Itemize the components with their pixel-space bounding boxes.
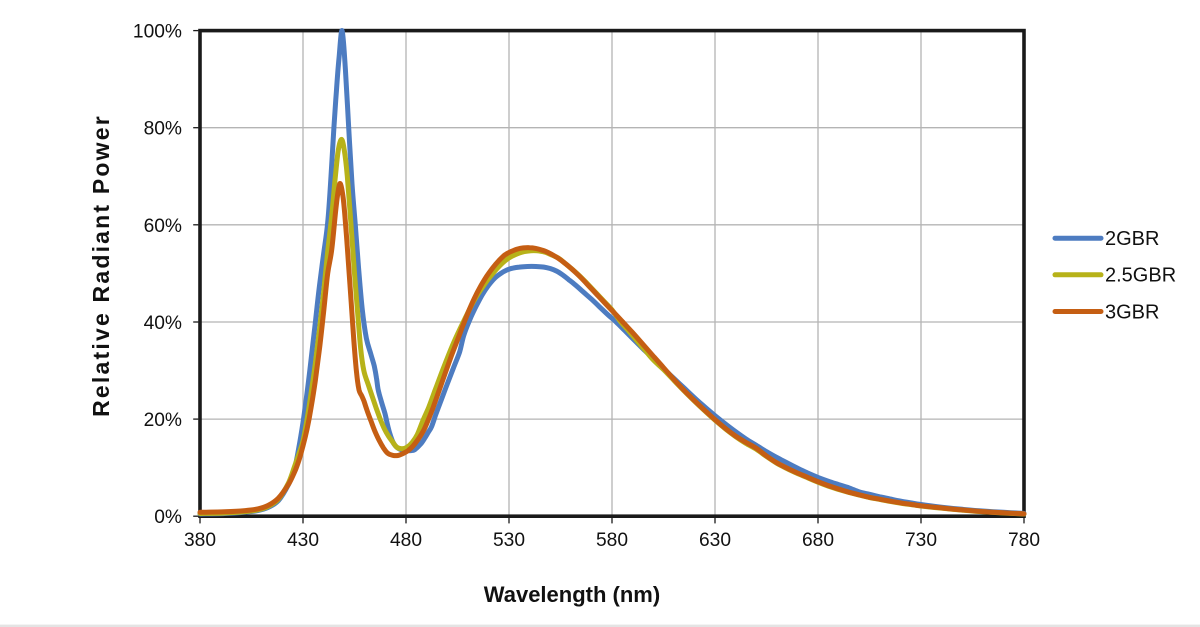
svg-text:630: 630 bbox=[699, 530, 731, 551]
svg-text:60%: 60% bbox=[144, 216, 182, 237]
svg-text:0%: 0% bbox=[154, 507, 182, 528]
svg-text:40%: 40% bbox=[144, 313, 182, 334]
svg-text:100%: 100% bbox=[133, 22, 182, 43]
svg-text:480: 480 bbox=[390, 530, 422, 551]
svg-text:3GBR: 3GBR bbox=[1105, 302, 1159, 324]
svg-text:730: 730 bbox=[905, 530, 937, 551]
svg-text:580: 580 bbox=[596, 530, 628, 551]
svg-text:Relative Radiant Power: Relative Radiant Power bbox=[88, 114, 114, 417]
svg-text:Wavelength (nm): Wavelength (nm) bbox=[484, 582, 660, 607]
svg-text:530: 530 bbox=[493, 530, 525, 551]
svg-text:2GBR: 2GBR bbox=[1105, 228, 1159, 250]
svg-text:380: 380 bbox=[184, 530, 216, 551]
svg-text:20%: 20% bbox=[144, 410, 182, 431]
svg-text:2.5GBR: 2.5GBR bbox=[1105, 265, 1176, 287]
svg-text:780: 780 bbox=[1008, 530, 1040, 551]
svg-text:80%: 80% bbox=[144, 119, 182, 140]
svg-text:430: 430 bbox=[287, 530, 319, 551]
svg-text:680: 680 bbox=[802, 530, 834, 551]
